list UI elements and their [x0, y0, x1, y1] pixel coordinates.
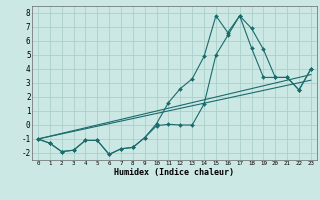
X-axis label: Humidex (Indice chaleur): Humidex (Indice chaleur): [115, 168, 234, 177]
